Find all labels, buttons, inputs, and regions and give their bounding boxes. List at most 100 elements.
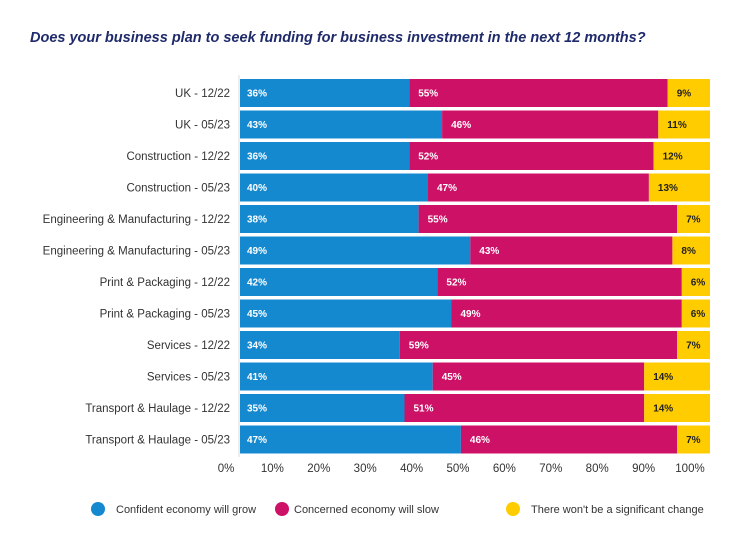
chart-title: Does your business plan to seek funding …	[30, 30, 646, 46]
data-label: 47%	[247, 435, 267, 446]
data-label: 46%	[470, 435, 490, 446]
data-label: 55%	[418, 89, 438, 100]
category-label: Print & Packaging - 05/23	[100, 309, 230, 321]
data-label: 41%	[247, 372, 267, 383]
bar-segment	[240, 79, 410, 107]
bar-segment	[667, 79, 710, 107]
bar-segment	[451, 299, 682, 328]
x-tick-label: 100%	[675, 463, 704, 475]
category-label: Print & Packaging - 12/22	[100, 277, 230, 289]
bar-segment	[648, 173, 710, 202]
bar-segment	[418, 205, 678, 233]
bar-segment	[442, 110, 659, 139]
data-label: 43%	[479, 246, 499, 257]
category-label: UK - 05/23	[175, 120, 230, 132]
bar-segment	[240, 142, 410, 170]
legend-label: Concerned economy will slow	[294, 504, 439, 516]
data-label: 7%	[686, 215, 701, 226]
x-tick-label: 0%	[218, 463, 235, 475]
data-label: 52%	[418, 152, 438, 163]
data-label: 34%	[247, 341, 267, 352]
bar-segment	[677, 205, 710, 233]
x-tick-label: 30%	[354, 463, 377, 475]
bar-segment	[240, 110, 443, 139]
legend-marker	[506, 502, 520, 516]
x-tick-label: 90%	[632, 463, 655, 475]
bar-segment	[432, 362, 645, 391]
bar-segment	[681, 299, 710, 328]
bar-segment	[644, 394, 710, 422]
data-label: 7%	[686, 435, 701, 446]
category-label: Engineering & Manufacturing - 12/22	[43, 214, 230, 226]
x-tick-label: 20%	[307, 463, 330, 475]
legend-label: Confident economy will grow	[116, 504, 256, 516]
data-label: 14%	[653, 404, 673, 415]
data-label: 49%	[461, 309, 481, 320]
data-label: 47%	[437, 183, 457, 194]
data-label: 11%	[667, 120, 687, 131]
data-label: 49%	[247, 246, 267, 257]
data-label: 14%	[653, 372, 673, 383]
bar-segment	[404, 394, 645, 422]
bar-segment	[677, 331, 710, 359]
legend-marker	[275, 502, 289, 516]
bar-segment	[470, 236, 673, 265]
bar-segment	[653, 142, 710, 170]
bar-segment	[240, 425, 461, 454]
data-label: 45%	[442, 372, 462, 383]
data-label: 9%	[677, 89, 692, 100]
bar-segment	[409, 142, 654, 170]
bar-segment	[409, 79, 668, 107]
x-tick-label: 80%	[586, 463, 609, 475]
data-label: 6%	[691, 309, 706, 320]
bar-segment	[240, 299, 452, 328]
data-label: 42%	[247, 278, 267, 289]
category-label: Transport & Haulage - 05/23	[85, 435, 230, 447]
bar-segment	[240, 236, 471, 265]
legend-label: There won't be a significant change	[531, 504, 704, 516]
bar-segment	[672, 236, 710, 265]
bar-segment	[240, 173, 428, 202]
category-label: UK - 12/22	[175, 88, 230, 100]
data-label: 36%	[247, 89, 267, 100]
bar-segment	[644, 362, 710, 391]
data-label: 52%	[446, 278, 466, 289]
bar-segment	[460, 425, 678, 454]
data-label: 38%	[247, 215, 267, 226]
bar-segment	[240, 268, 438, 296]
data-label: 55%	[428, 215, 448, 226]
bar-segment	[240, 394, 405, 422]
data-label: 7%	[686, 341, 701, 352]
bar-segment	[681, 268, 710, 296]
data-label: 8%	[681, 246, 696, 257]
data-label: 13%	[658, 183, 678, 194]
legend-marker	[91, 502, 105, 516]
data-label: 6%	[691, 278, 706, 289]
bar-segment	[437, 268, 682, 296]
data-label: 45%	[247, 309, 267, 320]
category-label: Transport & Haulage - 12/22	[85, 403, 230, 415]
bar-segment	[240, 331, 400, 359]
category-label: Construction - 12/22	[126, 151, 230, 163]
data-label: 51%	[414, 404, 434, 415]
data-label: 59%	[409, 341, 429, 352]
x-tick-label: 70%	[539, 463, 562, 475]
data-label: 40%	[247, 183, 267, 194]
category-label: Engineering & Manufacturing - 05/23	[43, 246, 230, 258]
data-label: 36%	[247, 152, 267, 163]
bar-segment	[240, 205, 419, 233]
category-label: Services - 05/23	[147, 372, 230, 384]
bar-segment	[240, 362, 433, 391]
x-tick-label: 40%	[400, 463, 423, 475]
data-label: 35%	[247, 404, 267, 415]
category-label: Construction - 05/23	[126, 183, 230, 195]
bar-segment	[399, 331, 678, 359]
data-label: 12%	[663, 152, 683, 163]
bar-segment	[658, 110, 710, 139]
x-tick-label: 10%	[261, 463, 284, 475]
x-tick-label: 50%	[446, 463, 469, 475]
bar-segment	[428, 173, 649, 202]
data-label: 46%	[451, 120, 471, 131]
data-label: 43%	[247, 120, 267, 131]
